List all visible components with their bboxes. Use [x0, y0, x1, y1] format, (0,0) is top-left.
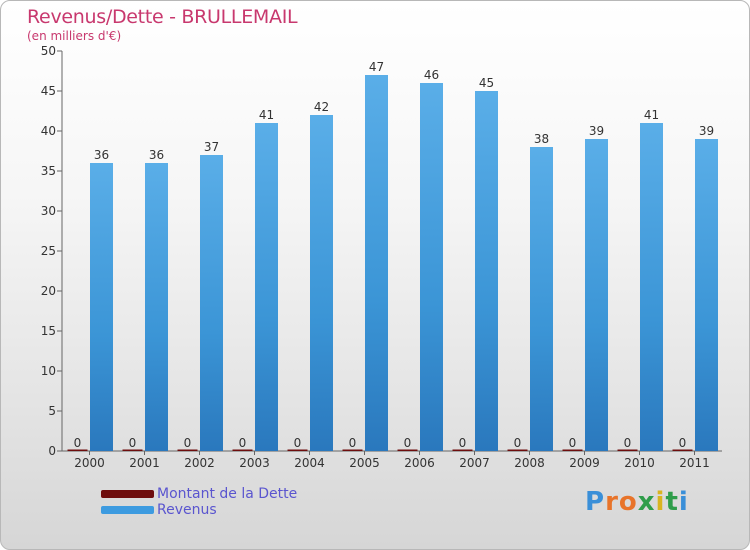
- revenue-data-label: 39: [699, 124, 714, 138]
- revenue-bar: [640, 123, 663, 451]
- x-tick-label: 2005: [349, 456, 380, 470]
- debt-bar: [177, 449, 198, 451]
- debt-data-label: 0: [514, 436, 522, 450]
- revenue-data-label: 41: [644, 108, 659, 122]
- y-tick-label: 45: [41, 84, 56, 98]
- x-tick-label: 2003: [239, 456, 270, 470]
- revenue-bar: [695, 139, 718, 451]
- logo-letter: t: [665, 487, 679, 517]
- debt-data-label: 0: [74, 436, 82, 450]
- x-tick-label: 2007: [459, 456, 490, 470]
- debt-bar: [562, 449, 583, 451]
- debt-bar: [232, 449, 253, 451]
- revenue-bar: [255, 123, 278, 451]
- y-tick-label: 50: [41, 44, 56, 58]
- x-tick-label: 2001: [129, 456, 160, 470]
- debt-bar: [507, 449, 528, 451]
- debt-bar: [672, 449, 693, 451]
- y-tick-label: 30: [41, 204, 56, 218]
- x-tick-label: 2008: [514, 456, 545, 470]
- debt-data-label: 0: [624, 436, 632, 450]
- y-tick-label: 5: [48, 404, 56, 418]
- y-tick-label: 10: [41, 364, 56, 378]
- x-tick-label: 2010: [624, 456, 655, 470]
- revenue-bar: [200, 155, 223, 451]
- legend-swatch-revenus: [101, 506, 154, 514]
- logo-letter: P: [585, 487, 606, 517]
- chart-subtitle: (en milliers d'€): [27, 29, 122, 43]
- legend-label-revenus: Revenus: [157, 502, 217, 518]
- debt-data-label: 0: [239, 436, 247, 450]
- revenue-data-label: 42: [314, 100, 329, 114]
- revenue-data-label: 39: [589, 124, 604, 138]
- debt-bar: [617, 449, 638, 451]
- x-tick-label: 2002: [184, 456, 215, 470]
- legend-swatch-dette: [101, 490, 154, 498]
- x-tick-label: 2011: [679, 456, 710, 470]
- logo-letter: i: [655, 487, 666, 517]
- x-tick-label: 2004: [294, 456, 325, 470]
- debt-data-label: 0: [569, 436, 577, 450]
- y-tick-label: 35: [41, 164, 56, 178]
- revenue-data-label: 47: [369, 60, 384, 74]
- revenue-bar: [145, 163, 168, 451]
- revenue-data-label: 36: [94, 148, 109, 162]
- revenue-bar: [420, 83, 443, 451]
- debt-bar: [287, 449, 308, 451]
- debt-data-label: 0: [294, 436, 302, 450]
- debt-bar: [452, 449, 473, 451]
- debt-data-label: 0: [679, 436, 687, 450]
- debt-bar: [67, 449, 88, 451]
- revenue-data-label: 36: [149, 148, 164, 162]
- y-tick-label: 40: [41, 124, 56, 138]
- revenue-bar: [310, 115, 333, 451]
- revenue-data-label: 45: [479, 76, 494, 90]
- revenue-bar: [90, 163, 113, 451]
- y-tick-label: 25: [41, 244, 56, 258]
- debt-data-label: 0: [404, 436, 412, 450]
- y-tick-label: 15: [41, 324, 56, 338]
- debt-bar: [122, 449, 143, 451]
- revenue-bar: [475, 91, 498, 451]
- x-tick-label: 2000: [74, 456, 105, 470]
- legend-label-dette: Montant de la Dette: [157, 486, 298, 502]
- debt-data-label: 0: [349, 436, 357, 450]
- logo-letter: o: [618, 487, 638, 517]
- y-tick-label: 20: [41, 284, 56, 298]
- logo-letter: i: [678, 487, 689, 517]
- y-tick-label: 0: [48, 444, 56, 458]
- debt-data-label: 0: [184, 436, 192, 450]
- debt-bar: [397, 449, 418, 451]
- revenue-data-label: 38: [534, 132, 549, 146]
- x-tick-label: 2009: [569, 456, 600, 470]
- revenue-bar: [365, 75, 388, 451]
- debt-data-label: 0: [459, 436, 467, 450]
- revenue-bar: [530, 147, 553, 451]
- logo-letter: r: [605, 487, 619, 517]
- logo-letter: x: [637, 487, 656, 517]
- proxiti-logo: Proxiti: [585, 487, 689, 517]
- x-tick-label: 2006: [404, 456, 435, 470]
- revenue-data-label: 46: [424, 68, 439, 82]
- debt-bar: [342, 449, 363, 451]
- revenue-data-label: 37: [204, 140, 219, 154]
- revenue-bar: [585, 139, 608, 451]
- chart-title: Revenus/Dette - BRULLEMAIL: [27, 6, 298, 28]
- revenue-data-label: 41: [259, 108, 274, 122]
- debt-data-label: 0: [129, 436, 137, 450]
